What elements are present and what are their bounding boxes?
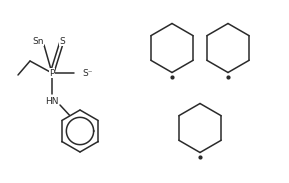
Text: Sn: Sn xyxy=(32,36,44,46)
Text: P: P xyxy=(49,68,55,77)
Text: S: S xyxy=(59,36,65,46)
Text: S⁻: S⁻ xyxy=(82,68,92,77)
Text: HN: HN xyxy=(45,96,59,106)
